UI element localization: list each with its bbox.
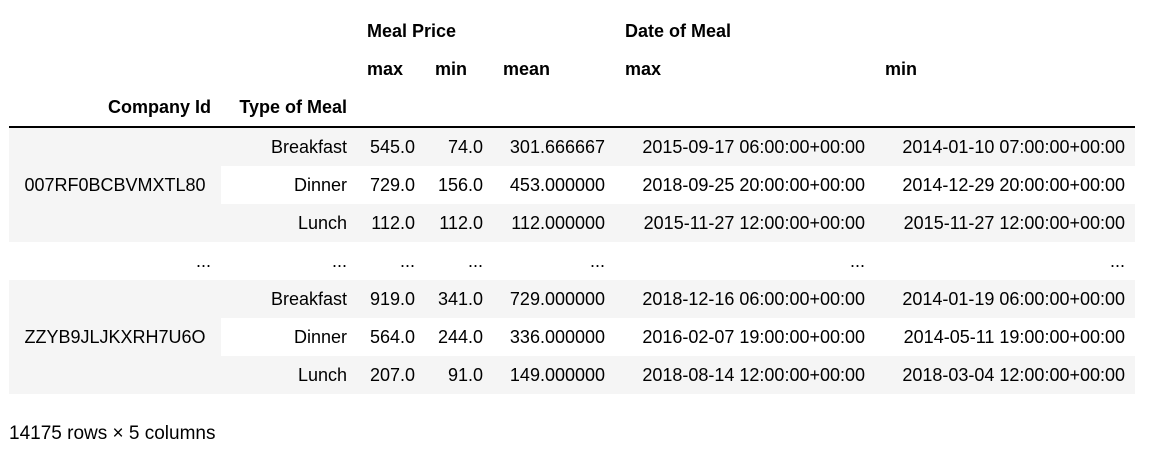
price-min-cell: 91.0: [425, 356, 493, 394]
price-min-cell: 244.0: [425, 318, 493, 356]
date-min-cell: 2014-01-10 07:00:00+00:00: [875, 127, 1136, 166]
dataframe-table: Meal Price Date of Meal max min mean max…: [9, 12, 1136, 394]
table-row: Lunch 112.0 112.0 112.000000 2015-11-27 …: [9, 204, 1136, 242]
price-mean-cell: 112.000000: [493, 204, 616, 242]
table-row: Dinner 729.0 156.0 453.000000 2018-09-25…: [9, 166, 1136, 204]
table-header: Meal Price Date of Meal max min mean max…: [9, 12, 1136, 128]
date-min-cell: 2014-05-11 19:00:00+00:00: [875, 318, 1136, 356]
ellipsis-cell: ...: [615, 242, 876, 280]
date-max-cell: 2018-08-14 12:00:00+00:00: [615, 356, 876, 394]
date-max-cell: 2015-11-27 12:00:00+00:00: [615, 204, 876, 242]
company-id-cell: 007RF0BCBVMXTL80: [9, 127, 221, 242]
meal-type-cell: Lunch: [221, 204, 357, 242]
header-date-of-meal: Date of Meal: [625, 21, 732, 41]
header-blank: [425, 88, 493, 128]
price-mean-cell: 453.000000: [493, 166, 616, 204]
meal-type-cell: Breakfast: [221, 280, 357, 318]
price-max-cell: 112.0: [357, 204, 425, 242]
price-min-cell: 74.0: [425, 127, 493, 166]
price-min-cell: 341.0: [425, 280, 493, 318]
price-mean-cell: 336.000000: [493, 318, 616, 356]
index-header-type-of-meal: Type of Meal: [221, 88, 357, 128]
header-row-index: Company Id Type of Meal: [9, 88, 1136, 128]
date-min-cell: 2018-03-04 12:00:00+00:00: [875, 356, 1136, 394]
date-min-cell: 2015-11-27 12:00:00+00:00: [875, 204, 1136, 242]
date-max-cell: 2018-12-16 06:00:00+00:00: [615, 280, 876, 318]
dataframe-shape-summary: 14175 rows × 5 columns: [9, 423, 216, 444]
table-row: 007RF0BCBVMXTL80 Breakfast 545.0 74.0 30…: [9, 127, 1136, 242]
table-row: Lunch 207.0 91.0 149.000000 2018-08-14 1…: [9, 356, 1136, 394]
header-blank: [9, 12, 221, 50]
price-max-cell: 729.0: [357, 166, 425, 204]
meal-type-cell: Dinner: [221, 166, 357, 204]
ellipsis-cell: ...: [9, 242, 221, 280]
meal-type-cell: Breakfast: [221, 127, 357, 166]
header-blank: [221, 12, 357, 50]
dataframe-output: Meal Price Date of Meal max min mean max…: [9, 12, 1136, 394]
header-blank: [615, 88, 876, 128]
meal-type-cell: Lunch: [221, 356, 357, 394]
header-row-stats: max min mean max min: [9, 50, 1135, 88]
ellipsis-cell: ...: [493, 242, 616, 280]
header-blank: [875, 88, 1136, 128]
header-date-max: max: [625, 59, 662, 79]
header-date-min: min: [885, 59, 918, 79]
date-max-cell: 2016-02-07 19:00:00+00:00: [615, 318, 876, 356]
header-meal-price: Meal Price: [367, 21, 457, 41]
price-max-cell: 564.0: [357, 318, 425, 356]
table-body: 007RF0BCBVMXTL80 Breakfast 545.0 74.0 30…: [9, 127, 1136, 394]
price-min-cell: 156.0: [425, 166, 493, 204]
table-row: ZZYB9JLJKXRH7U6O Breakfast 919.0 341.0 7…: [9, 280, 1136, 394]
price-mean-cell: 729.000000: [493, 280, 616, 318]
index-header-company-id: Company Id: [9, 88, 221, 128]
header-price-max: max: [367, 59, 404, 79]
ellipsis-row: ... ... ... ... ... ... ...: [9, 242, 1136, 280]
header-blank: [221, 50, 357, 88]
table-row: Dinner 564.0 244.0 336.000000 2016-02-07…: [9, 318, 1136, 356]
ellipsis-cell: ...: [221, 242, 357, 280]
ellipsis-cell: ...: [357, 242, 425, 280]
price-max-cell: 545.0: [357, 127, 425, 166]
price-max-cell: 919.0: [357, 280, 425, 318]
header-blank: [493, 88, 616, 128]
header-price-min: min: [435, 59, 468, 79]
price-mean-cell: 301.666667: [493, 127, 616, 166]
date-min-cell: 2014-12-29 20:00:00+00:00: [875, 166, 1136, 204]
price-max-cell: 207.0: [357, 356, 425, 394]
header-blank: [9, 50, 221, 88]
price-min-cell: 112.0: [425, 204, 493, 242]
ellipsis-cell: ...: [425, 242, 493, 280]
meal-type-cell: Dinner: [221, 318, 357, 356]
header-blank: [357, 88, 425, 128]
date-max-cell: 2018-09-25 20:00:00+00:00: [615, 166, 876, 204]
header-price-mean: mean: [503, 59, 551, 79]
header-row-groups: Meal Price Date of Meal: [9, 12, 1135, 50]
ellipsis-cell: ...: [875, 242, 1136, 280]
company-id-cell: ZZYB9JLJKXRH7U6O: [9, 280, 221, 394]
date-max-cell: 2015-09-17 06:00:00+00:00: [615, 127, 876, 166]
price-mean-cell: 149.000000: [493, 356, 616, 394]
date-min-cell: 2014-01-19 06:00:00+00:00: [875, 280, 1136, 318]
